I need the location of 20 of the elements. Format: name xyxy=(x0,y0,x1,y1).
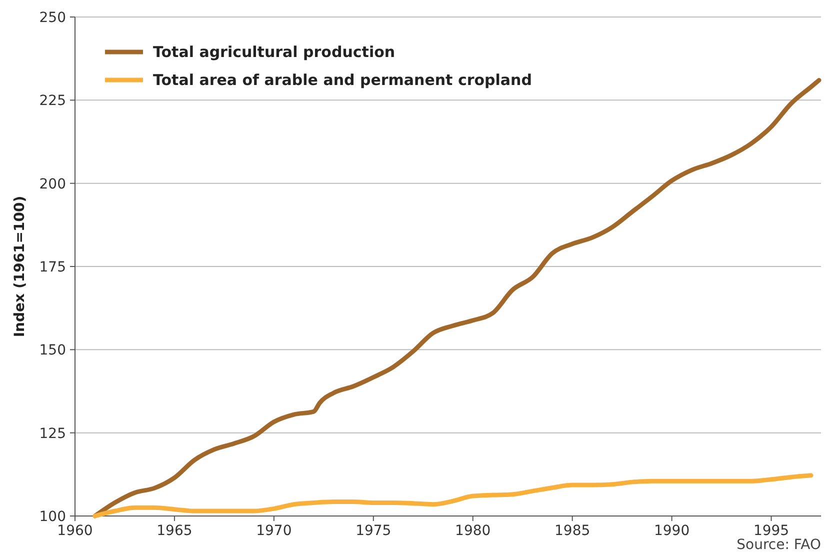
y-tick-label: 100 xyxy=(39,509,66,525)
y-tick-label: 200 xyxy=(39,176,66,192)
x-tick-label: 1965 xyxy=(156,523,192,539)
y-tick-label: 175 xyxy=(39,260,66,276)
x-tick-label: 1970 xyxy=(256,523,292,539)
x-tick-label: 1990 xyxy=(654,523,690,539)
x-tick-label: 1985 xyxy=(554,523,590,539)
y-tick-label: 225 xyxy=(39,93,66,110)
y-axis-title: Index (1961=100) xyxy=(12,196,28,338)
legend-label: Total agricultural production xyxy=(153,43,396,61)
x-tick-label: 1975 xyxy=(356,523,392,539)
y-tick-label: 150 xyxy=(39,342,66,359)
x-tick-label: 1995 xyxy=(753,523,790,539)
x-tick-label: 1980 xyxy=(455,523,491,539)
y-tick-label: 250 xyxy=(39,10,66,26)
legend-label: Total area of arable and permanent cropland xyxy=(153,71,532,89)
x-tick-label: 1960 xyxy=(57,523,93,539)
line-series xyxy=(92,473,814,518)
source-note: Source: FAO xyxy=(736,537,821,553)
y-tick-label: 125 xyxy=(39,426,66,442)
